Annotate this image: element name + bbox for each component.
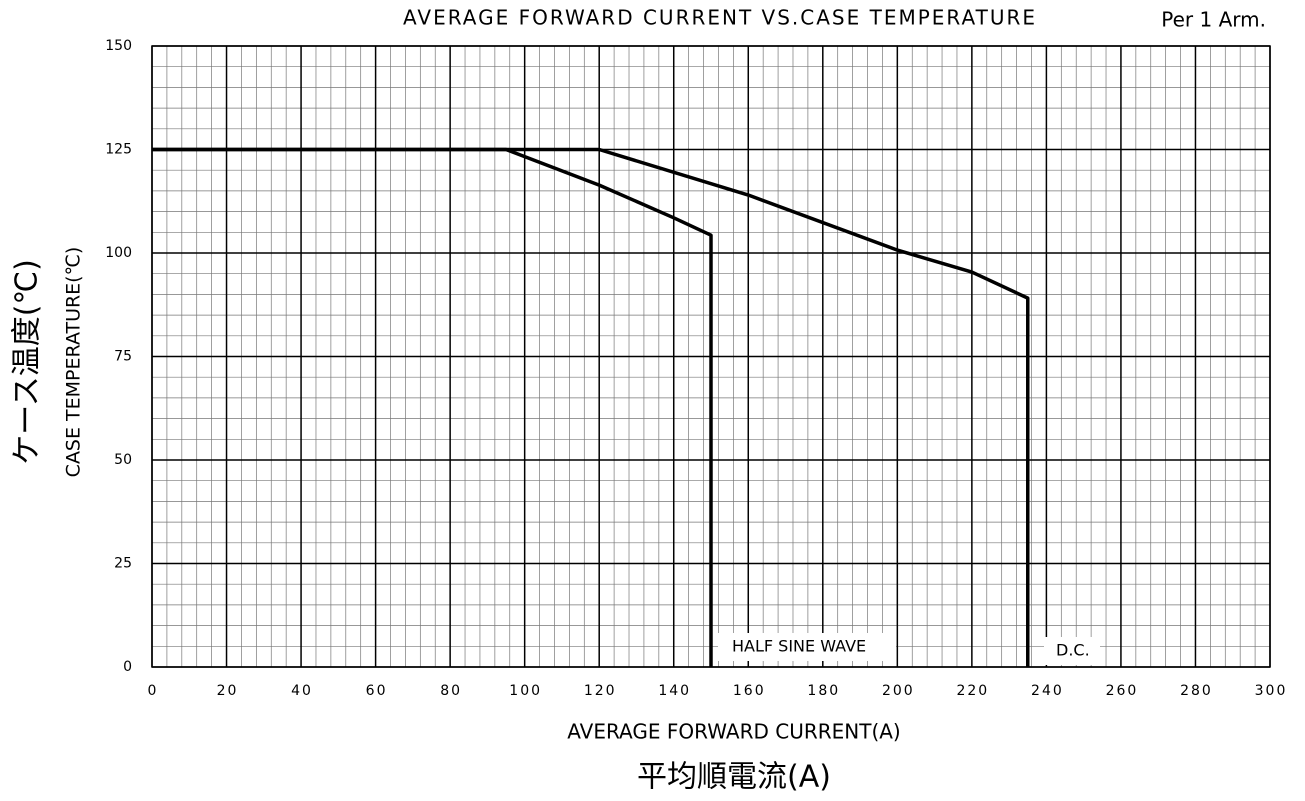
x-tick-label: 20: [217, 683, 239, 699]
y-tick-label: 25: [114, 556, 132, 572]
series-line: [152, 147, 1030, 667]
y-tick-label: 100: [105, 245, 132, 261]
x-tick-label: 160: [733, 683, 766, 699]
x-tick-label: 280: [1180, 683, 1213, 699]
x-axis-label-jp: 平均順電流(A): [637, 760, 831, 795]
x-tick-label: 220: [956, 683, 989, 699]
y-tick-label: 50: [114, 452, 132, 468]
annotation-box: [1044, 637, 1100, 665]
chart-title: AVERAGE FORWARD CURRENT VS.CASE TEMPERAT…: [403, 6, 1037, 30]
x-tick-label: 200: [882, 683, 915, 699]
x-axis-label: AVERAGE FORWARD CURRENT(A): [567, 720, 900, 744]
series-line: [152, 147, 713, 667]
y-tick-label: 0: [123, 659, 132, 675]
plot-area: [151, 45, 1271, 668]
x-tick-label: 80: [440, 683, 462, 699]
x-tick-label: 0: [148, 683, 159, 699]
x-tick-label: 120: [584, 683, 617, 699]
x-tick-label: 240: [1031, 683, 1064, 699]
annotation: HALF SINE WAVE: [732, 637, 866, 656]
x-tick-label: 140: [658, 683, 691, 699]
x-tick-label: 60: [366, 683, 388, 699]
annotation: D.C.: [1056, 641, 1090, 660]
annotation-box: [718, 633, 896, 661]
x-tick-label: 40: [291, 683, 313, 699]
y-axis-label: CASE TEMPERATURE(℃): [63, 247, 85, 478]
chart-subtitle: Per 1 Arm.: [1161, 8, 1266, 32]
x-tick-label: 300: [1255, 683, 1288, 699]
y-tick-label: 75: [114, 349, 132, 365]
y-axis-label-jp: ケース温度(℃): [10, 259, 45, 465]
x-tick-label: 100: [509, 683, 542, 699]
y-tick-label: 150: [105, 38, 132, 54]
x-tick-label: 180: [807, 683, 840, 699]
y-tick-label: 125: [105, 142, 132, 158]
x-tick-label: 260: [1106, 683, 1139, 699]
